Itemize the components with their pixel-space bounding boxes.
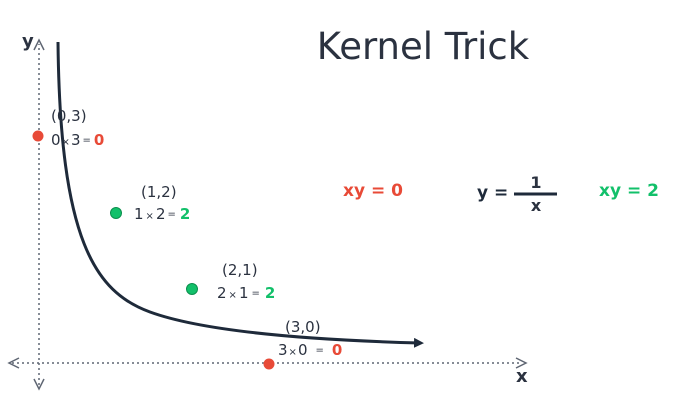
equation-lhs: y =: [477, 183, 508, 203]
point-2-1: (2,1) 2 × 1 = 2: [186, 261, 275, 302]
point-marker: [110, 207, 122, 219]
point-product: 3×0 = 0: [278, 341, 342, 359]
point-product: 2 × 1 = 2: [217, 284, 275, 302]
diagram-title: Kernel Trick: [317, 25, 530, 68]
point-3-0: (3,0) 3×0 = 0: [263, 318, 342, 370]
y-axis-arrow-bottom: [33, 378, 45, 391]
equation-numerator: 1: [530, 173, 541, 192]
point-marker: [186, 283, 198, 295]
x-axis-arrow-left: [7, 357, 20, 369]
y-axis-arrow-top: [33, 38, 45, 51]
point-coord-label: (1,2): [141, 183, 177, 201]
point-0-3: (0,3) 0×3 = 0: [32, 107, 104, 149]
y-axis-label: y: [22, 31, 34, 52]
point-1-2: (1,2) 1 × 2 = 2: [110, 183, 190, 223]
equation-xy-0: xy = 0: [343, 181, 403, 201]
equation-y-equals-1-over-x: y = 1 x: [477, 173, 557, 215]
point-product: 1 × 2 = 2: [134, 205, 190, 223]
point-coord-label: (3,0): [285, 318, 321, 336]
point-coord-label: (0,3): [51, 107, 87, 125]
x-axis-label: x: [516, 366, 528, 387]
hyperbola-curve: [56, 41, 424, 348]
equation-xy-2: xy = 2: [599, 181, 659, 201]
point-product: 0×3 = 0: [51, 131, 104, 149]
equation-denominator: x: [531, 196, 542, 215]
point-coord-label: (2,1): [222, 261, 258, 279]
point-marker: [263, 358, 275, 370]
point-marker: [32, 130, 44, 142]
x-axis-arrow-right: [515, 357, 528, 369]
